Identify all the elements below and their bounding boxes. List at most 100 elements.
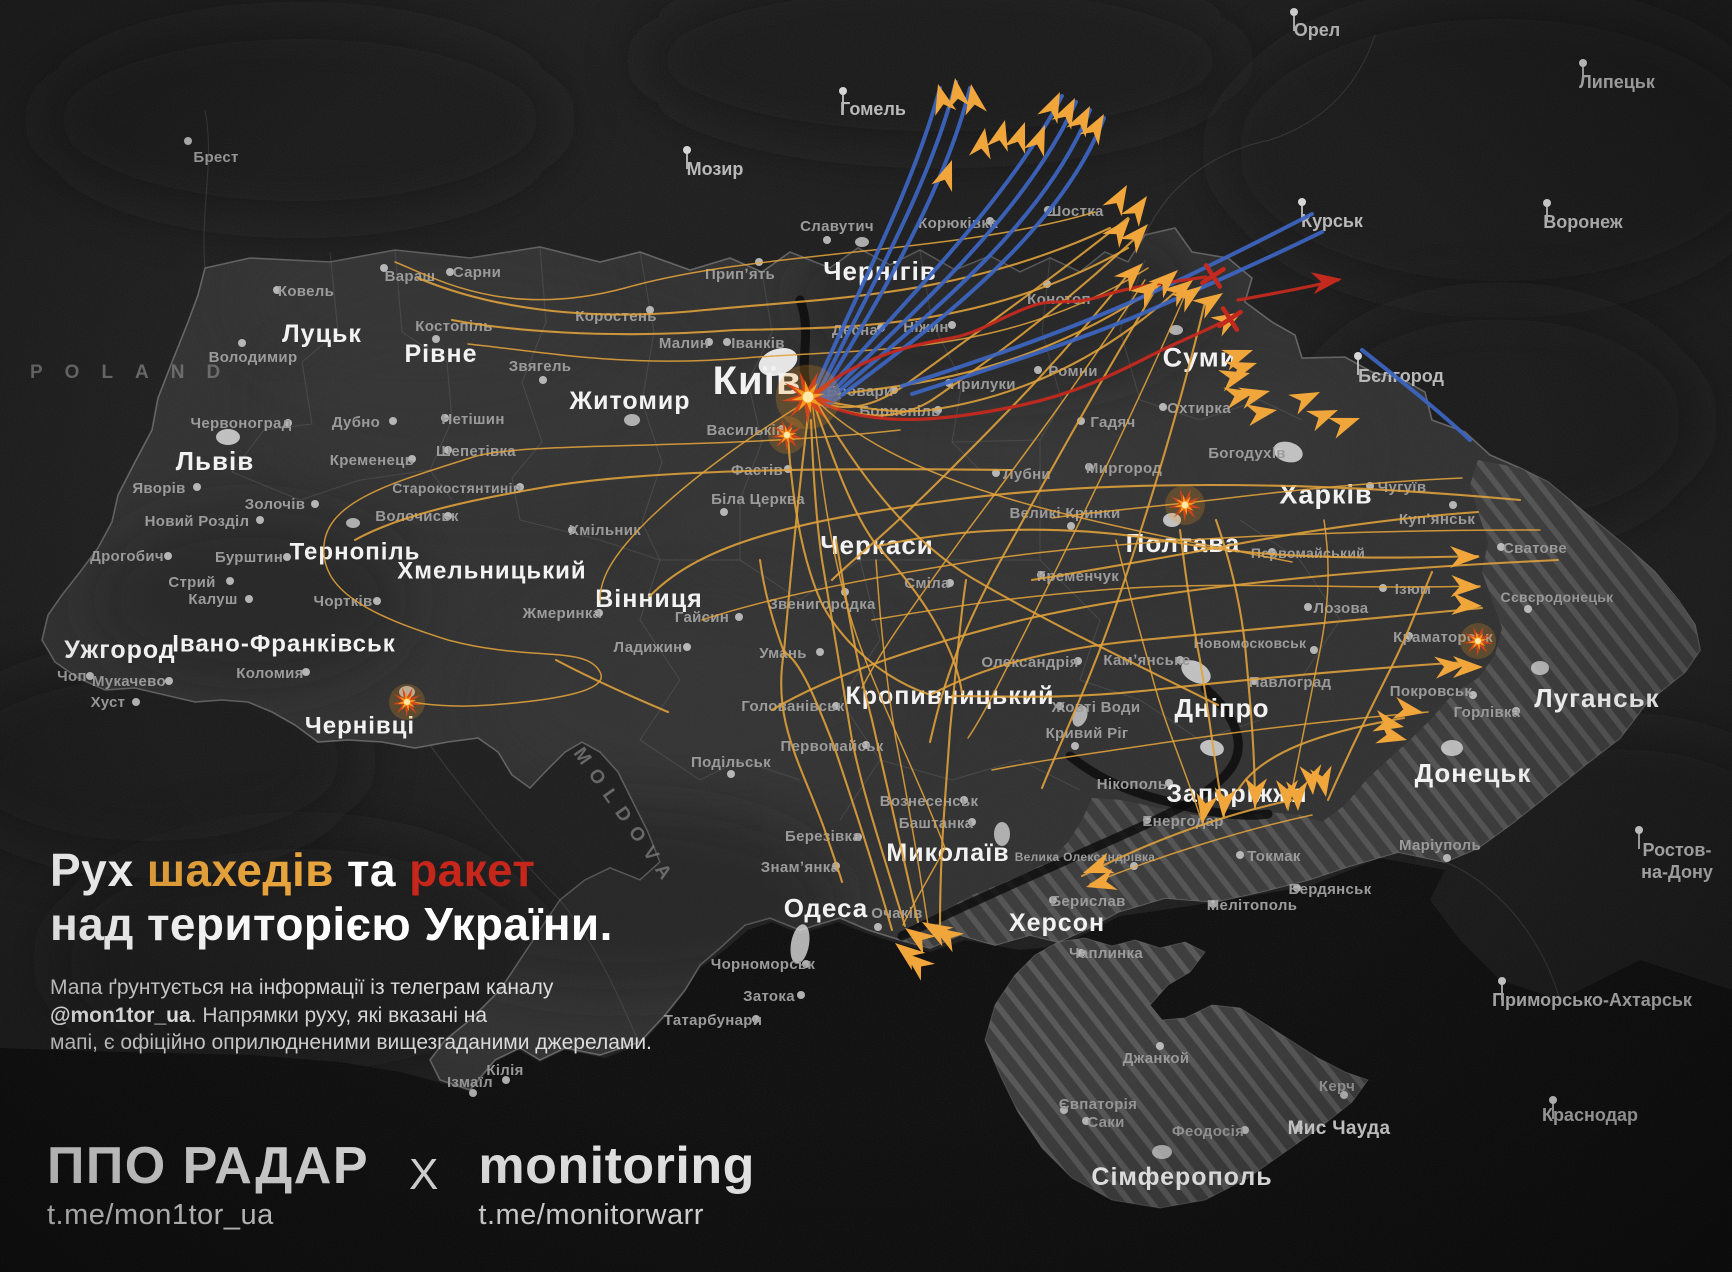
town-label: Подільськ xyxy=(691,754,771,771)
town-label: Лубни xyxy=(1003,466,1051,483)
admin-border-line xyxy=(839,559,881,821)
town-dot xyxy=(1060,1106,1068,1114)
shahed-route-path xyxy=(1051,477,1463,519)
town-label: Ізмаїл xyxy=(447,1074,493,1091)
shahed-route-path xyxy=(467,267,1149,362)
drone-arrow-icon xyxy=(905,953,936,981)
town-dot xyxy=(1340,1091,1348,1099)
town-dot xyxy=(854,833,862,841)
town-label: Березівка xyxy=(785,828,861,845)
town-label: Керч xyxy=(1319,1078,1355,1095)
town-label: Мелітополь xyxy=(1207,897,1297,914)
town-dot xyxy=(389,417,397,425)
city-label: Хмельницький xyxy=(397,557,586,584)
town-label: Голованівськ xyxy=(741,698,844,715)
town-dot xyxy=(992,469,1000,477)
town-dot xyxy=(1497,543,1505,551)
town-dot xyxy=(164,552,172,560)
town-label: Камʼянське xyxy=(1103,652,1190,669)
collab-x-icon: X xyxy=(409,1150,439,1199)
foreign-city-label: Мозир xyxy=(687,159,744,179)
explosion-icon xyxy=(1459,622,1497,660)
explosion-layer xyxy=(388,364,1497,721)
map-pin-icon xyxy=(1543,199,1551,207)
town-label: Маріуполь xyxy=(1399,837,1481,854)
town-label: Золочів xyxy=(245,496,306,513)
town-label: Припʼять xyxy=(705,266,775,283)
town-label: Купʼянськ xyxy=(1399,511,1476,528)
shahed-route-path xyxy=(938,578,968,927)
town-dot xyxy=(284,419,292,427)
town-label: Жмеринка xyxy=(522,605,602,622)
town-label: Ніжин xyxy=(903,319,948,336)
shahed-route-path xyxy=(323,429,901,707)
town-label: Жовті Води xyxy=(1051,699,1141,716)
drone-arrow-icon xyxy=(1119,224,1148,254)
town-label: Знамʼянка xyxy=(761,859,840,876)
river-path xyxy=(795,295,811,389)
town-label: Шостка xyxy=(1046,203,1104,220)
drone-arrow-icon xyxy=(968,128,991,160)
shahed-route-path xyxy=(810,216,1130,409)
town-label: Ковель xyxy=(278,283,334,300)
drone-arrow-icon xyxy=(1288,392,1320,415)
shahed-route-path xyxy=(861,279,1146,689)
town-dot xyxy=(444,512,452,520)
town-dot xyxy=(946,579,954,587)
admin-border-line xyxy=(1039,559,1141,701)
map-pin-icon xyxy=(1290,8,1298,16)
town-label: Татарбунари xyxy=(664,1012,762,1029)
drone-arrow-icon xyxy=(1218,370,1250,392)
admin-border-line xyxy=(739,271,773,501)
town-label: Чаплинка xyxy=(1069,945,1143,962)
town-label: Охтирка xyxy=(1167,400,1231,417)
shahed-route-path xyxy=(1080,798,1294,878)
town-dot xyxy=(723,338,731,346)
north-missile-route-path xyxy=(825,116,1106,408)
shahed-route-path xyxy=(1089,814,1313,885)
drone-arrow-icon xyxy=(1037,92,1060,124)
foreign-city-label: Курськ xyxy=(1301,211,1364,231)
city-label: Київ xyxy=(713,359,802,403)
drone-arrow-icon xyxy=(948,78,971,110)
city-label: Житомир xyxy=(569,387,691,415)
town-dot xyxy=(1056,702,1064,710)
region-label: POLAND xyxy=(30,362,242,383)
town-dot xyxy=(256,516,264,524)
town-dot xyxy=(1067,522,1075,530)
town-dot xyxy=(165,677,173,685)
map-pin-icon xyxy=(1498,977,1506,985)
admin-border-line xyxy=(951,439,1041,443)
town-label: Первомайськ xyxy=(780,738,883,755)
admin-border-line xyxy=(203,109,210,269)
town-label: Очаків xyxy=(871,905,922,922)
explosion-icon xyxy=(1165,485,1205,525)
town-dot xyxy=(1379,584,1387,592)
town-dot xyxy=(727,770,735,778)
town-dot xyxy=(1304,603,1312,611)
subtitle-line-3: мапі, є офіційно оприлюдненими вищезгада… xyxy=(50,1031,652,1055)
city-label: Тернопіль xyxy=(290,538,421,565)
town-dot xyxy=(1143,816,1151,824)
drone-arrow-icon xyxy=(1238,387,1270,409)
town-dot xyxy=(1071,742,1079,750)
town-label: Сміла xyxy=(904,575,950,592)
shahed-route-path xyxy=(701,529,1541,621)
drone-arrow-icon xyxy=(1171,286,1202,313)
drone-arrow-icon xyxy=(1023,125,1045,157)
town-label: Брест xyxy=(193,149,238,166)
shahed-route-path xyxy=(928,280,1162,744)
town-label: Мукачево xyxy=(92,673,166,690)
city-blob xyxy=(216,429,240,445)
town-label: Сєвєродонецьк xyxy=(1501,589,1615,605)
shahed-route-path xyxy=(770,558,1560,712)
shahed-route-path xyxy=(871,584,1481,621)
city-label: Одеса xyxy=(784,893,868,923)
foreign-city-label: Приморсько-Ахтарськ xyxy=(1492,990,1693,1010)
town-dot xyxy=(568,526,576,534)
town-label: Новомосковськ xyxy=(1194,635,1307,651)
town-label: Новий Розділ xyxy=(145,513,250,530)
town-label: Старокостянтинів xyxy=(392,480,522,496)
missile-route-path xyxy=(812,275,1208,396)
